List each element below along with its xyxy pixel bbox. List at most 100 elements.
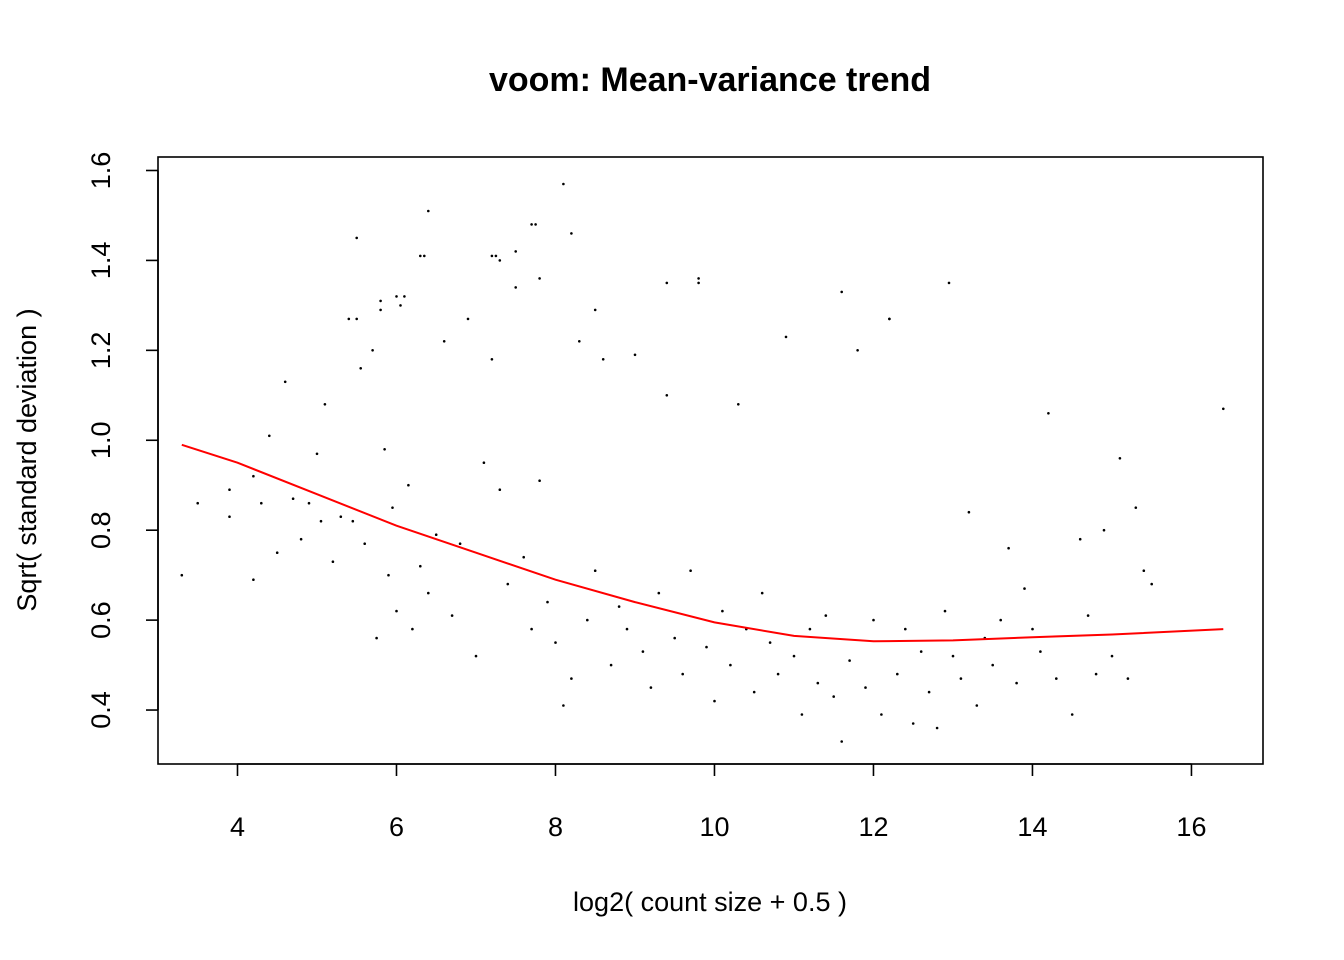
x-axis: 4 6 8 10 12 14 16 bbox=[230, 763, 1206, 842]
y-tick-label: 0.8 bbox=[86, 511, 116, 549]
data-point bbox=[1023, 587, 1026, 590]
data-point bbox=[752, 690, 756, 694]
data-point bbox=[299, 537, 303, 541]
data-point bbox=[768, 641, 772, 644]
data-point bbox=[657, 591, 661, 595]
data-point bbox=[383, 448, 386, 451]
data-point bbox=[681, 672, 684, 676]
data-point bbox=[419, 564, 422, 568]
data-point bbox=[919, 650, 923, 653]
data-point bbox=[395, 295, 398, 298]
data-point bbox=[776, 672, 780, 676]
data-point bbox=[407, 483, 410, 487]
y-axis-label: Sqrt( standard deviation ) bbox=[12, 308, 42, 611]
data-point bbox=[737, 403, 740, 406]
data-point bbox=[935, 726, 939, 730]
data-point bbox=[363, 542, 367, 545]
data-point bbox=[554, 641, 557, 644]
data-point bbox=[975, 704, 979, 707]
y-tick-label: 1.4 bbox=[86, 242, 116, 280]
data-point bbox=[252, 474, 255, 478]
data-point bbox=[840, 290, 843, 294]
data-point bbox=[434, 533, 438, 536]
data-point bbox=[423, 254, 426, 258]
data-point bbox=[673, 636, 676, 640]
data-point bbox=[534, 223, 537, 226]
data-point bbox=[319, 519, 323, 523]
data-point bbox=[991, 663, 994, 667]
data-point bbox=[538, 479, 541, 483]
data-point bbox=[1150, 582, 1153, 586]
data-point bbox=[824, 614, 828, 617]
data-point bbox=[490, 254, 494, 258]
data-point bbox=[387, 573, 390, 577]
x-tick-label: 4 bbox=[230, 812, 245, 842]
data-point bbox=[1047, 412, 1050, 415]
data-point bbox=[371, 349, 374, 352]
data-point bbox=[474, 654, 478, 658]
data-point bbox=[609, 663, 613, 667]
data-point bbox=[665, 394, 669, 397]
y-tick-label: 1.6 bbox=[86, 152, 116, 190]
data-point bbox=[514, 286, 517, 289]
data-point bbox=[665, 281, 669, 285]
data-point bbox=[784, 335, 788, 339]
x-tick-label: 12 bbox=[858, 812, 888, 842]
data-point bbox=[959, 677, 963, 680]
data-point bbox=[1070, 713, 1074, 716]
plot-frame bbox=[157, 156, 1264, 765]
data-point bbox=[458, 542, 462, 545]
data-point bbox=[880, 713, 883, 716]
data-point bbox=[896, 672, 899, 676]
data-point bbox=[586, 618, 589, 622]
data-point bbox=[625, 627, 629, 631]
data-point bbox=[355, 236, 359, 240]
data-point bbox=[530, 223, 533, 226]
y-tick-label: 1.2 bbox=[86, 332, 116, 370]
data-point bbox=[339, 515, 343, 518]
data-point bbox=[848, 659, 851, 662]
x-tick-label: 6 bbox=[389, 812, 404, 842]
data-point bbox=[498, 488, 502, 492]
data-point bbox=[514, 250, 517, 253]
data-point bbox=[546, 600, 549, 604]
data-point bbox=[530, 627, 533, 631]
data-point bbox=[379, 308, 382, 312]
data-point bbox=[1055, 677, 1058, 680]
data-point bbox=[721, 609, 724, 613]
data-point bbox=[570, 677, 573, 680]
data-point bbox=[927, 690, 931, 694]
data-point bbox=[1110, 654, 1114, 658]
data-point bbox=[252, 578, 255, 581]
data-point bbox=[1118, 457, 1122, 460]
data-point bbox=[1102, 528, 1106, 532]
data-point bbox=[951, 654, 955, 658]
y-tick-label: 0.6 bbox=[86, 601, 116, 639]
data-point bbox=[713, 699, 716, 703]
data-point bbox=[347, 317, 351, 321]
data-point bbox=[403, 295, 406, 298]
data-point bbox=[760, 591, 764, 595]
data-point bbox=[1142, 569, 1146, 572]
data-point bbox=[1007, 546, 1010, 550]
data-point bbox=[351, 519, 355, 523]
data-point bbox=[1039, 650, 1042, 653]
data-point bbox=[1031, 627, 1034, 631]
data-point bbox=[1134, 506, 1138, 510]
data-point bbox=[967, 510, 971, 514]
data-point bbox=[399, 304, 402, 307]
x-axis-label: log2( count size + 0.5 ) bbox=[573, 887, 847, 917]
data-point bbox=[466, 317, 470, 321]
data-point bbox=[450, 614, 454, 617]
data-point bbox=[800, 713, 804, 716]
y-axis: 0.4 0.6 0.8 1.0 1.2 1.4 1.6 bbox=[86, 152, 159, 729]
data-point bbox=[593, 308, 597, 312]
chart-title: voom: Mean-variance trend bbox=[489, 61, 931, 99]
data-point bbox=[649, 686, 653, 689]
data-point bbox=[395, 609, 398, 613]
data-point bbox=[323, 403, 327, 406]
data-point bbox=[705, 645, 708, 649]
data-point bbox=[888, 317, 891, 321]
data-point bbox=[522, 555, 525, 559]
